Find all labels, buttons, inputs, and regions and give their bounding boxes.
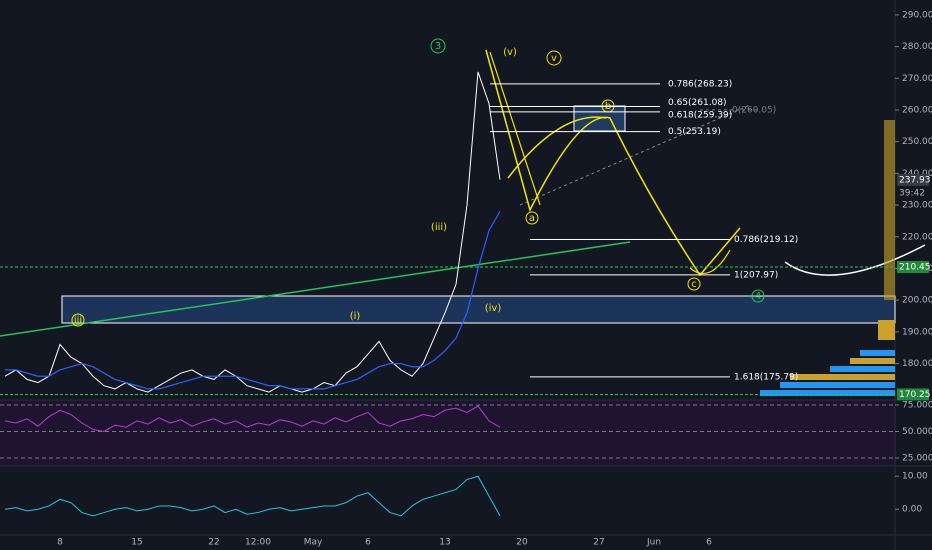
x-tick-label: 13 xyxy=(439,538,450,548)
volume-profile xyxy=(760,120,895,396)
profile-bar xyxy=(850,358,895,364)
fib-label: 1(207.97) xyxy=(734,270,778,280)
countdown: 39:42 xyxy=(899,189,925,199)
fib-label: 0.786(219.12) xyxy=(734,235,798,245)
price-line xyxy=(4,405,501,433)
wave-label: iii xyxy=(74,315,82,326)
y-tick-label: 230.00 xyxy=(902,201,932,211)
x-tick-label: 6 xyxy=(706,538,712,548)
y-tick-label: 270.00 xyxy=(902,74,932,84)
profile-bar xyxy=(830,366,895,372)
rsi-pane xyxy=(0,400,895,465)
wave-label: (v) xyxy=(503,47,517,58)
x-tick-label: 20 xyxy=(516,538,528,548)
wave-label: a xyxy=(529,213,535,224)
y-tick-label: 0.00 xyxy=(902,505,922,515)
wave-box xyxy=(61,295,896,324)
projection-path xyxy=(507,116,607,179)
profile-bar xyxy=(884,120,895,300)
wave-label: (iv) xyxy=(485,303,502,314)
profile-bar xyxy=(780,382,895,388)
y-tick-label: 200.00 xyxy=(902,296,932,306)
fib-label: 0(260.05) xyxy=(732,105,776,115)
price-line xyxy=(5,211,501,390)
price-tag xyxy=(897,388,929,401)
projection-path xyxy=(485,49,741,277)
y-tick-label: 290.00 xyxy=(902,10,932,20)
wave-label: v xyxy=(551,53,557,64)
fib-label: 1.618(175.79) xyxy=(734,372,798,382)
y-tick-label: 240.00 xyxy=(902,169,932,179)
price-tag xyxy=(897,173,929,186)
wave-circle xyxy=(546,50,562,66)
profile-bar xyxy=(878,320,895,340)
x-tick-label: 27 xyxy=(593,538,604,548)
fib-label: 0.786(268.23) xyxy=(668,79,732,89)
profile-bar xyxy=(760,390,895,396)
price-tag-label: 210.45 xyxy=(899,263,931,273)
profile-bar xyxy=(860,350,895,356)
y-tick-label: 260.00 xyxy=(902,105,932,115)
projection-path xyxy=(489,51,731,275)
x-tick-label: 15 xyxy=(131,538,142,548)
wave-label: (i) xyxy=(350,311,361,322)
y-tick-label: 250.00 xyxy=(902,137,932,147)
wave-circle xyxy=(71,313,85,327)
x-tick-label: May xyxy=(304,538,323,548)
wave-label: 4 xyxy=(755,291,761,302)
fib-label: 0.65(261.08) xyxy=(668,98,727,108)
wave-labels: 3 (v) v (iii) (i) (iv) iii a b c 4 xyxy=(71,38,765,327)
wave-circle xyxy=(751,289,765,303)
price-line xyxy=(4,475,501,517)
wave-label: 3 xyxy=(435,41,441,52)
price-tag-label: 170.25 xyxy=(899,390,931,400)
fib-label: 0.618(259.39) xyxy=(668,110,732,120)
x-tick-label: 8 xyxy=(57,538,63,548)
trendline xyxy=(0,241,631,337)
wave-label: (iii) xyxy=(431,222,447,233)
price-tag xyxy=(897,261,929,274)
y-tick-label: 280.00 xyxy=(902,42,932,52)
profile-bar xyxy=(790,374,895,380)
y-tick-label: 220.00 xyxy=(902,232,932,242)
x-tick-label: 12:00 xyxy=(245,538,271,548)
y-tick-label: 180.00 xyxy=(902,359,932,369)
wave-label: c xyxy=(691,279,697,290)
fib-label: 0.5(253.19) xyxy=(668,127,721,137)
wave-circle xyxy=(525,211,539,225)
x-tick-label: 6 xyxy=(365,538,371,548)
x-tick-label: 22 xyxy=(208,538,219,548)
wave-circle xyxy=(687,277,701,291)
projection-curve xyxy=(784,244,926,276)
y-tick-label: 190.00 xyxy=(902,327,932,337)
y-tick-label: 10.00 xyxy=(902,472,928,482)
price-tag-label: 237.93 xyxy=(899,175,931,185)
wave-circle xyxy=(430,38,446,54)
x-tick-label: Jun xyxy=(646,538,661,548)
price-line xyxy=(4,71,501,393)
